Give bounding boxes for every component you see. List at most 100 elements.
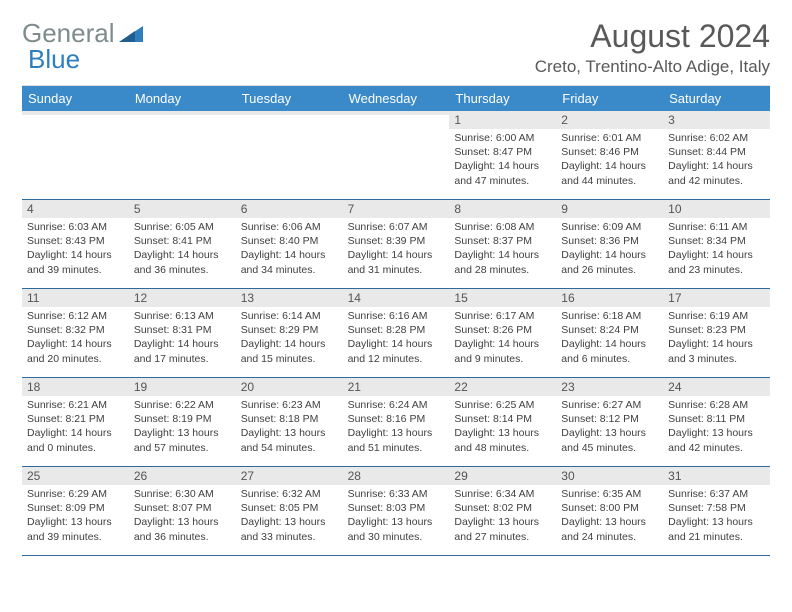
day-number: 18 — [22, 378, 129, 396]
calendar-cell: 10 Sunrise: 6:11 AMSunset: 8:34 PMDayligh… — [663, 200, 770, 288]
day-number: 2 — [556, 111, 663, 129]
day-number: 8 — [449, 200, 556, 218]
calendar-cell: 19 Sunrise: 6:22 AMSunset: 8:19 PMDayligh… — [129, 378, 236, 466]
day-number: 21 — [343, 378, 450, 396]
calendar-cell — [22, 111, 129, 199]
day-number — [236, 111, 343, 115]
calendar-cell: 7 Sunrise: 6:07 AMSunset: 8:39 PMDaylight… — [343, 200, 450, 288]
weekday-tuesday: Tuesday — [236, 86, 343, 111]
day-number: 28 — [343, 467, 450, 485]
day-details: Sunrise: 6:17 AMSunset: 8:26 PMDaylight:… — [454, 309, 551, 366]
day-number: 30 — [556, 467, 663, 485]
logo-triangle-icon — [119, 24, 147, 44]
day-number: 27 — [236, 467, 343, 485]
day-number: 19 — [129, 378, 236, 396]
calendar-cell: 22Sunrise: 6:25 AMSunset: 8:14 PMDayligh… — [449, 378, 556, 466]
calendar-cell: 20 Sunrise: 6:23 AMSunset: 8:18 PMDayligh… — [236, 378, 343, 466]
day-details: Sunrise: 6:18 AMSunset: 8:24 PMDaylight:… — [561, 309, 658, 366]
day-number: 22 — [449, 378, 556, 396]
day-number: 31 — [663, 467, 770, 485]
calendar-cell: 4 Sunrise: 6:03 AMSunset: 8:43 PMDaylight… — [22, 200, 129, 288]
calendar-cell: 31Sunrise: 6:37 AMSunset: 7:58 PMDayligh… — [663, 467, 770, 555]
day-details: Sunrise: 6:06 AMSunset: 8:40 PMDaylight:… — [241, 220, 338, 277]
location-text: Creto, Trentino-Alto Adige, Italy — [535, 57, 770, 77]
day-number: 25 — [22, 467, 129, 485]
day-number: 16 — [556, 289, 663, 307]
calendar-cell: 26Sunrise: 6:30 AMSunset: 8:07 PMDayligh… — [129, 467, 236, 555]
calendar-cell: 6 Sunrise: 6:06 AMSunset: 8:40 PMDaylight… — [236, 200, 343, 288]
calendar-cell: 16 Sunrise: 6:18 AMSunset: 8:24 PMDayligh… — [556, 289, 663, 377]
day-details: Sunrise: 6:19 AMSunset: 8:23 PMDaylight:… — [668, 309, 765, 366]
day-number: 12 — [129, 289, 236, 307]
day-details: Sunrise: 6:33 AMSunset: 8:03 PMDaylight:… — [348, 487, 445, 544]
calendar-cell: 29Sunrise: 6:34 AMSunset: 8:02 PMDayligh… — [449, 467, 556, 555]
calendar: Sunday Monday Tuesday Wednesday Thursday… — [22, 85, 770, 556]
day-details: Sunrise: 6:23 AMSunset: 8:18 PMDaylight:… — [241, 398, 338, 455]
day-details: Sunrise: 6:28 AMSunset: 8:11 PMDaylight:… — [668, 398, 765, 455]
calendar-week: 4 Sunrise: 6:03 AMSunset: 8:43 PMDaylight… — [22, 200, 770, 289]
day-details: Sunrise: 6:08 AMSunset: 8:37 PMDaylight:… — [454, 220, 551, 277]
day-number: 4 — [22, 200, 129, 218]
day-details: Sunrise: 6:00 AMSunset: 8:47 PMDaylight:… — [454, 131, 551, 188]
calendar-cell: 11 Sunrise: 6:12 AMSunset: 8:32 PMDayligh… — [22, 289, 129, 377]
calendar-cell: 15Sunrise: 6:17 AMSunset: 8:26 PMDayligh… — [449, 289, 556, 377]
calendar-week: 18 Sunrise: 6:21 AMSunset: 8:21 PMDayligh… — [22, 378, 770, 467]
day-number: 13 — [236, 289, 343, 307]
calendar-cell: 3 Sunrise: 6:02 AMSunset: 8:44 PMDaylight… — [663, 111, 770, 199]
day-details: Sunrise: 6:12 AMSunset: 8:32 PMDaylight:… — [27, 309, 124, 366]
day-number — [343, 111, 450, 115]
weekday-sunday: Sunday — [22, 86, 129, 111]
calendar-cell: 25 Sunrise: 6:29 AMSunset: 8:09 PMDayligh… — [22, 467, 129, 555]
title-block: August 2024 Creto, Trentino-Alto Adige, … — [535, 18, 770, 77]
day-details: Sunrise: 6:03 AMSunset: 8:43 PMDaylight:… — [27, 220, 124, 277]
calendar-cell: 12 Sunrise: 6:13 AMSunset: 8:31 PMDayligh… — [129, 289, 236, 377]
calendar-cell: 17 Sunrise: 6:19 AMSunset: 8:23 PMDayligh… — [663, 289, 770, 377]
calendar-cell — [343, 111, 450, 199]
calendar-cell: 28 Sunrise: 6:33 AMSunset: 8:03 PMDayligh… — [343, 467, 450, 555]
day-details: Sunrise: 6:21 AMSunset: 8:21 PMDaylight:… — [27, 398, 124, 455]
weekday-friday: Friday — [556, 86, 663, 111]
calendar-cell: 9Sunrise: 6:09 AMSunset: 8:36 PMDaylight… — [556, 200, 663, 288]
weekday-header: Sunday Monday Tuesday Wednesday Thursday… — [22, 86, 770, 111]
calendar-cell: 27Sunrise: 6:32 AMSunset: 8:05 PMDayligh… — [236, 467, 343, 555]
calendar-cell: 1 Sunrise: 6:00 AMSunset: 8:47 PMDaylight… — [449, 111, 556, 199]
day-details: Sunrise: 6:24 AMSunset: 8:16 PMDaylight:… — [348, 398, 445, 455]
day-number — [129, 111, 236, 115]
calendar-cell: 24 Sunrise: 6:28 AMSunset: 8:11 PMDayligh… — [663, 378, 770, 466]
day-details: Sunrise: 6:16 AMSunset: 8:28 PMDaylight:… — [348, 309, 445, 366]
logo-text-blue: Blue — [28, 44, 80, 75]
header: General August 2024 Creto, Trentino-Alto… — [22, 18, 770, 77]
day-details: Sunrise: 6:11 AMSunset: 8:34 PMDaylight:… — [668, 220, 765, 277]
calendar-cell: 23 Sunrise: 6:27 AMSunset: 8:12 PMDayligh… — [556, 378, 663, 466]
day-details: Sunrise: 6:27 AMSunset: 8:12 PMDaylight:… — [561, 398, 658, 455]
calendar-cell: 8 Sunrise: 6:08 AMSunset: 8:37 PMDaylight… — [449, 200, 556, 288]
calendar-cell: 5Sunrise: 6:05 AMSunset: 8:41 PMDaylight… — [129, 200, 236, 288]
weekday-saturday: Saturday — [663, 86, 770, 111]
day-number: 3 — [663, 111, 770, 129]
day-number: 7 — [343, 200, 450, 218]
day-number: 11 — [22, 289, 129, 307]
day-details: Sunrise: 6:13 AMSunset: 8:31 PMDaylight:… — [134, 309, 231, 366]
day-number: 24 — [663, 378, 770, 396]
day-details: Sunrise: 6:02 AMSunset: 8:44 PMDaylight:… — [668, 131, 765, 188]
day-number: 1 — [449, 111, 556, 129]
day-details: Sunrise: 6:22 AMSunset: 8:19 PMDaylight:… — [134, 398, 231, 455]
calendar-cell: 18 Sunrise: 6:21 AMSunset: 8:21 PMDayligh… — [22, 378, 129, 466]
day-number: 20 — [236, 378, 343, 396]
month-title: August 2024 — [535, 18, 770, 55]
day-details: Sunrise: 6:09 AMSunset: 8:36 PMDaylight:… — [561, 220, 658, 277]
day-details: Sunrise: 6:01 AMSunset: 8:46 PMDaylight:… — [561, 131, 658, 188]
day-details: Sunrise: 6:07 AMSunset: 8:39 PMDaylight:… — [348, 220, 445, 277]
day-number: 6 — [236, 200, 343, 218]
day-details: Sunrise: 6:35 AMSunset: 8:00 PMDaylight:… — [561, 487, 658, 544]
day-number: 17 — [663, 289, 770, 307]
calendar-cell: 2 Sunrise: 6:01 AMSunset: 8:46 PMDaylight… — [556, 111, 663, 199]
day-details: Sunrise: 6:29 AMSunset: 8:09 PMDaylight:… — [27, 487, 124, 544]
weeks-container: 1 Sunrise: 6:00 AMSunset: 8:47 PMDaylight… — [22, 111, 770, 556]
day-number — [22, 111, 129, 115]
calendar-cell: 13Sunrise: 6:14 AMSunset: 8:29 PMDayligh… — [236, 289, 343, 377]
day-number: 23 — [556, 378, 663, 396]
day-details: Sunrise: 6:30 AMSunset: 8:07 PMDaylight:… — [134, 487, 231, 544]
day-number: 10 — [663, 200, 770, 218]
weekday-monday: Monday — [129, 86, 236, 111]
